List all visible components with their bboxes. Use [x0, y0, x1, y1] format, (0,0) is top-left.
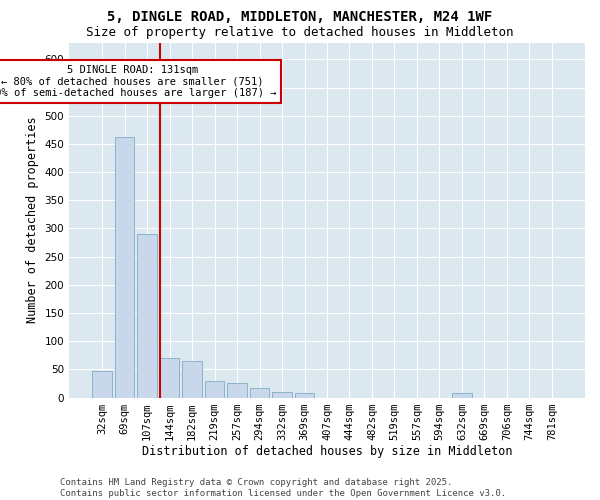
Text: Size of property relative to detached houses in Middleton: Size of property relative to detached ho… — [86, 26, 514, 39]
Bar — [137, 234, 157, 398]
Bar — [160, 358, 179, 398]
Bar — [205, 380, 224, 398]
Y-axis label: Number of detached properties: Number of detached properties — [26, 116, 39, 324]
Text: Contains HM Land Registry data © Crown copyright and database right 2025.
Contai: Contains HM Land Registry data © Crown c… — [60, 478, 506, 498]
Text: 5, DINGLE ROAD, MIDDLETON, MANCHESTER, M24 1WF: 5, DINGLE ROAD, MIDDLETON, MANCHESTER, M… — [107, 10, 493, 24]
Text: 5 DINGLE ROAD: 131sqm
← 80% of detached houses are smaller (751)
20% of semi-det: 5 DINGLE ROAD: 131sqm ← 80% of detached … — [0, 65, 276, 98]
Bar — [115, 137, 134, 398]
Bar — [295, 393, 314, 398]
Bar — [182, 361, 202, 398]
Bar — [227, 384, 247, 398]
Bar — [272, 392, 292, 398]
Bar — [452, 393, 472, 398]
X-axis label: Distribution of detached houses by size in Middleton: Distribution of detached houses by size … — [142, 446, 512, 458]
Bar — [92, 371, 112, 398]
Bar — [250, 388, 269, 398]
